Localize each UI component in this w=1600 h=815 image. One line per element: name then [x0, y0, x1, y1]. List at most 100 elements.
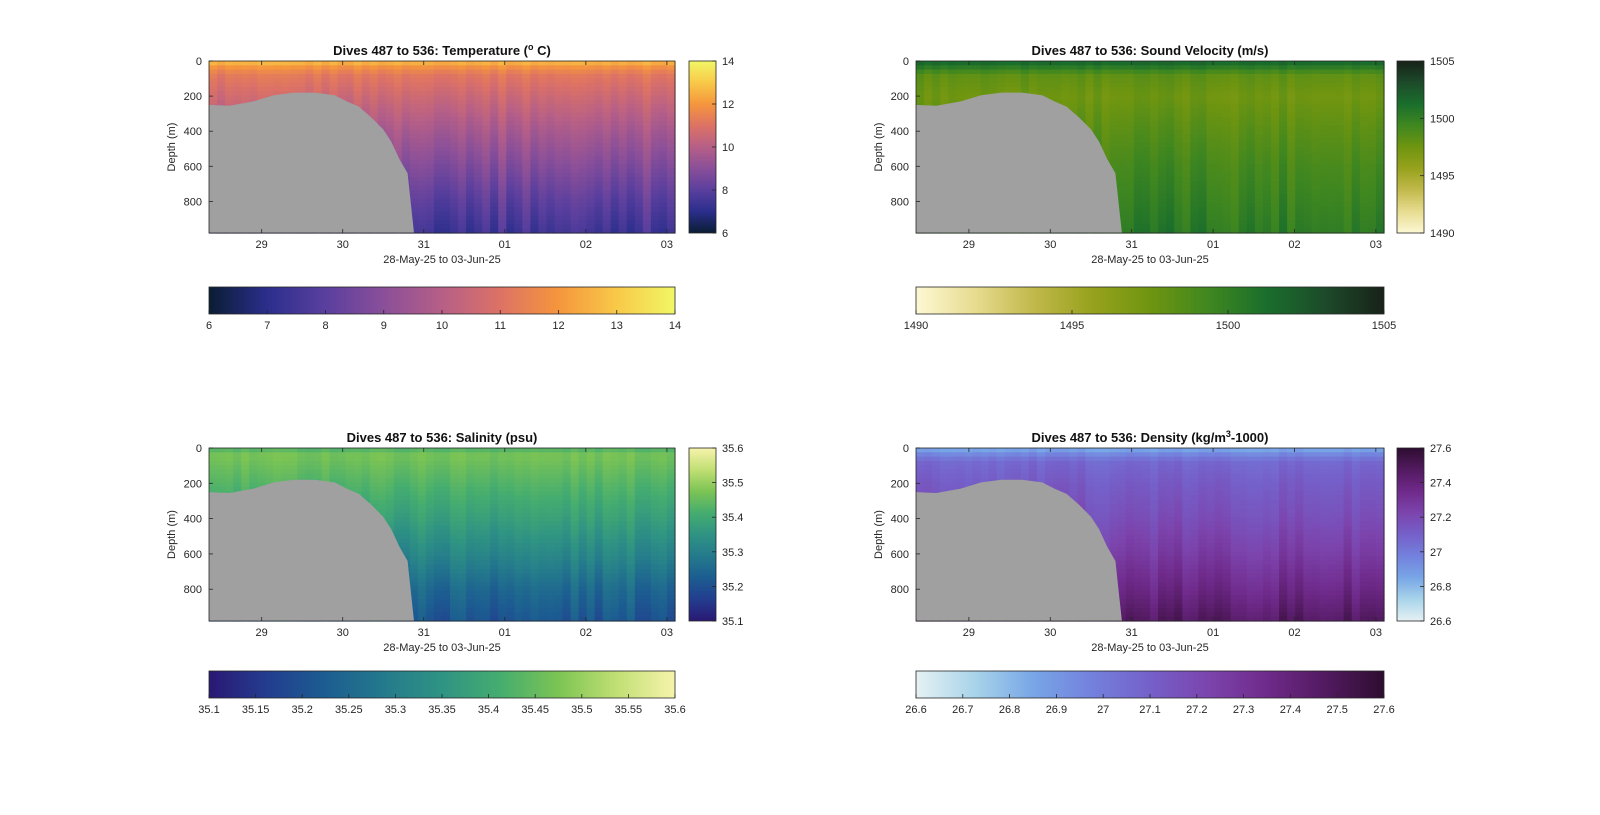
sound-velocity-heatmap-cell [1085, 65, 1095, 71]
temperature-heatmap-cell [482, 207, 491, 213]
temperature-heatmap-cell [498, 168, 507, 174]
temperature-heatmap-cell [634, 73, 644, 79]
sound-velocity-heatmap-cell [1117, 125, 1127, 131]
sound-velocity-heatmap-cell [1133, 112, 1143, 118]
salinity-heatmap-cell [225, 452, 234, 458]
sound-velocity-heatmap-cell [1295, 129, 1304, 135]
sound-velocity-heatmap-cell [1271, 202, 1280, 208]
sound-velocity-heatmap-cell [1262, 104, 1272, 109]
salinity-heatmap-cell [217, 452, 226, 458]
temperature-heatmap-cell [562, 151, 572, 157]
temperature-heatmap-cell [610, 116, 620, 122]
sound-velocity-heatmap-cell [1190, 228, 1200, 234]
temperature-heatmap-cell [490, 138, 499, 144]
temperature-y-tick-label: 0 [196, 56, 202, 68]
sound-velocity-heatmap-cell [1166, 78, 1175, 84]
sound-velocity-heatmap-cell [1303, 138, 1312, 144]
temperature-heatmap-cell [425, 177, 435, 182]
temperature-heatmap-cell [433, 104, 443, 109]
sound-velocity-heatmap-cell [1254, 198, 1264, 204]
sound-velocity-heatmap-cell [1206, 185, 1216, 191]
temperature-heatmap-cell [482, 202, 491, 208]
temperature-heatmap-cell [417, 172, 427, 178]
temperature-heatmap-cell [466, 69, 475, 75]
temperature-heatmap-cell [562, 155, 572, 161]
temperature-heatmap-cell [666, 142, 676, 148]
temperature-heatmap-cell [554, 211, 564, 217]
temperature-heatmap-cell [417, 73, 427, 79]
temperature-heatmap-cell [570, 177, 580, 182]
temperature-heatmap-cell [466, 108, 475, 114]
temperature-heatmap-cell [490, 121, 499, 127]
temperature-heatmap-cell [425, 220, 435, 225]
temperature-heatmap-cell [377, 125, 387, 131]
temperature-heatmap-cell [233, 95, 242, 101]
temperature-heatmap-cell [618, 202, 628, 208]
temperature-heatmap-cell [514, 129, 523, 135]
sound-velocity-heatmap-cell [1109, 159, 1119, 165]
sound-velocity-heatmap-cell [1101, 104, 1111, 109]
temperature-heatmap-cell [249, 82, 258, 88]
sound-velocity-heatmap-cell [1061, 91, 1070, 96]
sound-velocity-heatmap-cell [1222, 91, 1232, 96]
temperature-heatmap-cell [241, 91, 250, 96]
sound-velocity-heatmap-cell [1375, 125, 1385, 131]
temperature-heatmap-cell [562, 69, 572, 75]
sound-velocity-heatmap-cell [1311, 168, 1321, 174]
temperature-heatmap-cell [249, 61, 258, 66]
sound-velocity-heatmap-cell [1125, 82, 1135, 88]
temperature-heatmap-cell [217, 86, 226, 92]
sound-velocity-heatmap-cell [1117, 147, 1127, 152]
sound-velocity-heatmap-cell [1125, 129, 1135, 135]
temperature-heatmap-cell [538, 61, 548, 66]
temperature-heatmap-cell [417, 168, 427, 174]
sound-velocity-heatmap-cell [1335, 228, 1345, 234]
sound-velocity-heatmap-cell [1375, 121, 1385, 127]
temperature-heatmap-cell [490, 177, 499, 182]
temperature-heatmap-cell [474, 82, 483, 88]
sound-velocity-heatmap-cell [1238, 91, 1248, 96]
sound-velocity-heatmap-cell [1150, 104, 1159, 109]
temperature-heatmap-cell [554, 155, 564, 161]
sound-velocity-heatmap-cell [1319, 155, 1329, 161]
temperature-heatmap-cell [490, 82, 499, 88]
temperature-heatmap-cell [458, 138, 467, 144]
sound-velocity-heatmap-cell [1271, 104, 1280, 109]
temperature-heatmap-cell [530, 185, 540, 191]
sound-velocity-heatmap-cell [1319, 185, 1329, 191]
temperature-heatmap-cell [506, 61, 515, 66]
sound-velocity-heatmap-cell [1166, 91, 1175, 96]
sound-velocity-heatmap-cell [1037, 69, 1046, 75]
sound-velocity-heatmap-cell [1190, 202, 1200, 208]
temperature-heatmap-cell [265, 78, 274, 84]
temperature-heatmap-cell [466, 78, 475, 84]
temperature-heatmap-cell [594, 228, 604, 234]
sound-velocity-heatmap-cell [1093, 78, 1103, 84]
sound-velocity-heatmap-cell [1271, 99, 1280, 105]
temperature-heatmap-cell [642, 73, 652, 79]
temperature-heatmap-cell [578, 129, 588, 135]
temperature-heatmap-cell [458, 91, 467, 96]
sound-velocity-heatmap-cell [1150, 177, 1159, 182]
sound-velocity-heatmap-cell [1311, 104, 1321, 109]
sound-velocity-heatmap-cell [1133, 95, 1143, 101]
temperature-heatmap-cell [249, 95, 258, 101]
sound-velocity-heatmap-cell [1367, 228, 1377, 234]
sound-velocity-heatmap-cell [1271, 112, 1280, 118]
sound-velocity-heatmap-cell [1117, 198, 1127, 204]
sound-velocity-heatmap-cell [1190, 198, 1200, 204]
sound-velocity-heatmap-cell [1279, 61, 1288, 66]
temperature-heatmap-cell [642, 69, 652, 75]
sound-velocity-heatmap-cell [1351, 129, 1361, 135]
temperature-heatmap-cell [458, 108, 467, 114]
sound-velocity-heatmap-cell [1166, 228, 1175, 234]
sound-velocity-heatmap-cell [1230, 211, 1240, 217]
temperature-heatmap-cell [209, 78, 218, 84]
sound-velocity-heatmap-cell [1279, 121, 1288, 127]
sound-velocity-heatmap-cell [1311, 129, 1321, 135]
temperature-heatmap-cell [650, 99, 660, 105]
sound-velocity-heatmap-cell [1367, 129, 1377, 135]
temperature-heatmap-cell [474, 185, 483, 191]
sound-velocity-heatmap-cell [1125, 185, 1135, 191]
temperature-heatmap-cell [546, 211, 556, 217]
